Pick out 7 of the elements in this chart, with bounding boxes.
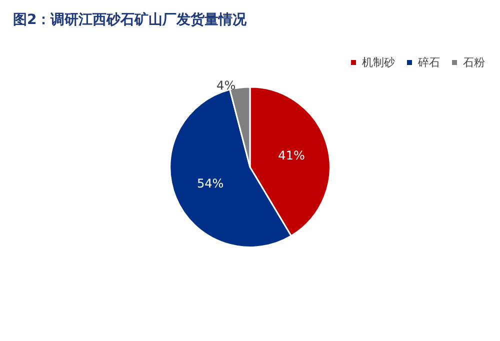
legend-label: 机制砂	[362, 56, 395, 69]
data-label: 4%	[216, 78, 236, 93]
chart-title: 图2：调研江西砂石矿山厂发货量情况	[13, 11, 248, 28]
data-label: 41%	[278, 148, 305, 163]
legend-label: 碎石	[417, 56, 440, 69]
data-label: 54%	[196, 176, 224, 191]
legend-label: 石粉	[463, 56, 485, 69]
